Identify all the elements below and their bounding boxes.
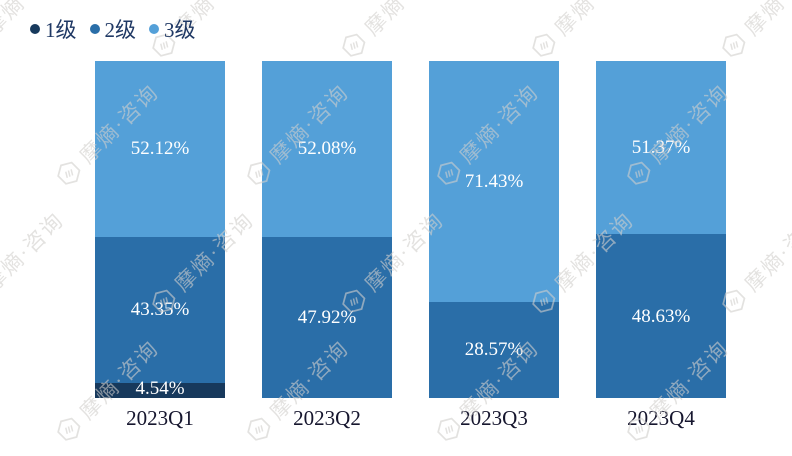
watermark-text: 摩熵·咨询 bbox=[737, 0, 792, 42]
legend: 1级 2级 3级 bbox=[30, 14, 196, 44]
watermark-item: 摩熵·咨询 bbox=[334, 0, 450, 65]
watermark-text: 摩熵·咨询 bbox=[740, 207, 792, 297]
legend-dot-icon bbox=[89, 24, 100, 34]
legend-item-level-3[interactable]: 3级 bbox=[149, 14, 196, 44]
watermark-item: 摩熵·咨询 bbox=[524, 0, 640, 65]
x-axis-label: 2023Q1 bbox=[126, 406, 194, 430]
legend-item-label: 3级 bbox=[164, 18, 196, 42]
bar-segment: 43.35% bbox=[95, 236, 225, 383]
bar-value-label: 71.43% bbox=[464, 170, 524, 192]
watermark-text: 摩熵·咨询 bbox=[0, 207, 69, 297]
legend-item-level-2[interactable]: 2级 bbox=[89, 14, 137, 44]
bar-group: 71.43% 28.57% 2023Q3 bbox=[429, 61, 559, 430]
watermark-logo-icon bbox=[722, 33, 746, 57]
x-axis-label: 2023Q4 bbox=[627, 406, 695, 430]
bar-segment: 51.37% bbox=[596, 61, 726, 235]
legend-item-level-1[interactable]: 1级 bbox=[30, 14, 77, 44]
bar-segment: 47.92% bbox=[262, 236, 392, 398]
bar-segment: 4.54% bbox=[95, 379, 225, 398]
bar-value-label: 52.12% bbox=[130, 138, 190, 160]
x-axis-label: 2023Q3 bbox=[460, 406, 528, 430]
bar-segment: 48.63% bbox=[596, 234, 726, 398]
watermark-logo-icon bbox=[342, 33, 366, 57]
legend-dot-icon bbox=[149, 24, 159, 34]
bar-value-label: 28.57% bbox=[464, 339, 524, 361]
watermark-logo-icon bbox=[57, 417, 81, 441]
bar-segment: 71.43% bbox=[429, 61, 559, 302]
bar-group: 52.12% 43.35% 4.54% 2023Q1 bbox=[95, 61, 225, 430]
legend-dot-icon bbox=[30, 24, 40, 34]
bar-value-label: 4.54% bbox=[135, 377, 185, 399]
watermark-item: 摩熵·咨询 bbox=[0, 205, 70, 321]
bar-segment: 28.57% bbox=[429, 301, 559, 398]
plot-area: 52.12% 43.35% 4.54% 2023Q1 52.08% 47.92% 2023Q… bbox=[95, 61, 726, 430]
bar-value-label: 47.92% bbox=[297, 306, 357, 328]
bar-group: 52.08% 47.92% 2023Q2 bbox=[262, 61, 392, 430]
watermark-text: 摩熵·咨询 bbox=[547, 0, 640, 42]
bar-value-label: 51.37% bbox=[631, 137, 691, 159]
watermark-logo-icon bbox=[532, 33, 556, 57]
watermark-logo-icon bbox=[57, 161, 81, 185]
watermark-text: 摩熵·咨询 bbox=[357, 0, 450, 42]
legend-item-label: 2级 bbox=[104, 18, 137, 42]
bar-value-label: 43.35% bbox=[130, 299, 190, 321]
x-axis-label: 2023Q2 bbox=[293, 406, 361, 430]
bar-value-label: 52.08% bbox=[297, 138, 357, 160]
watermark-item: 摩熵·咨询 bbox=[714, 0, 792, 65]
bar-segment: 52.08% bbox=[262, 61, 392, 237]
bar-segment: 52.12% bbox=[95, 61, 225, 237]
bar-group: 51.37% 48.63% 2023Q4 bbox=[596, 61, 726, 430]
legend-item-label: 1级 bbox=[45, 18, 77, 42]
bar-value-label: 48.63% bbox=[631, 305, 691, 327]
